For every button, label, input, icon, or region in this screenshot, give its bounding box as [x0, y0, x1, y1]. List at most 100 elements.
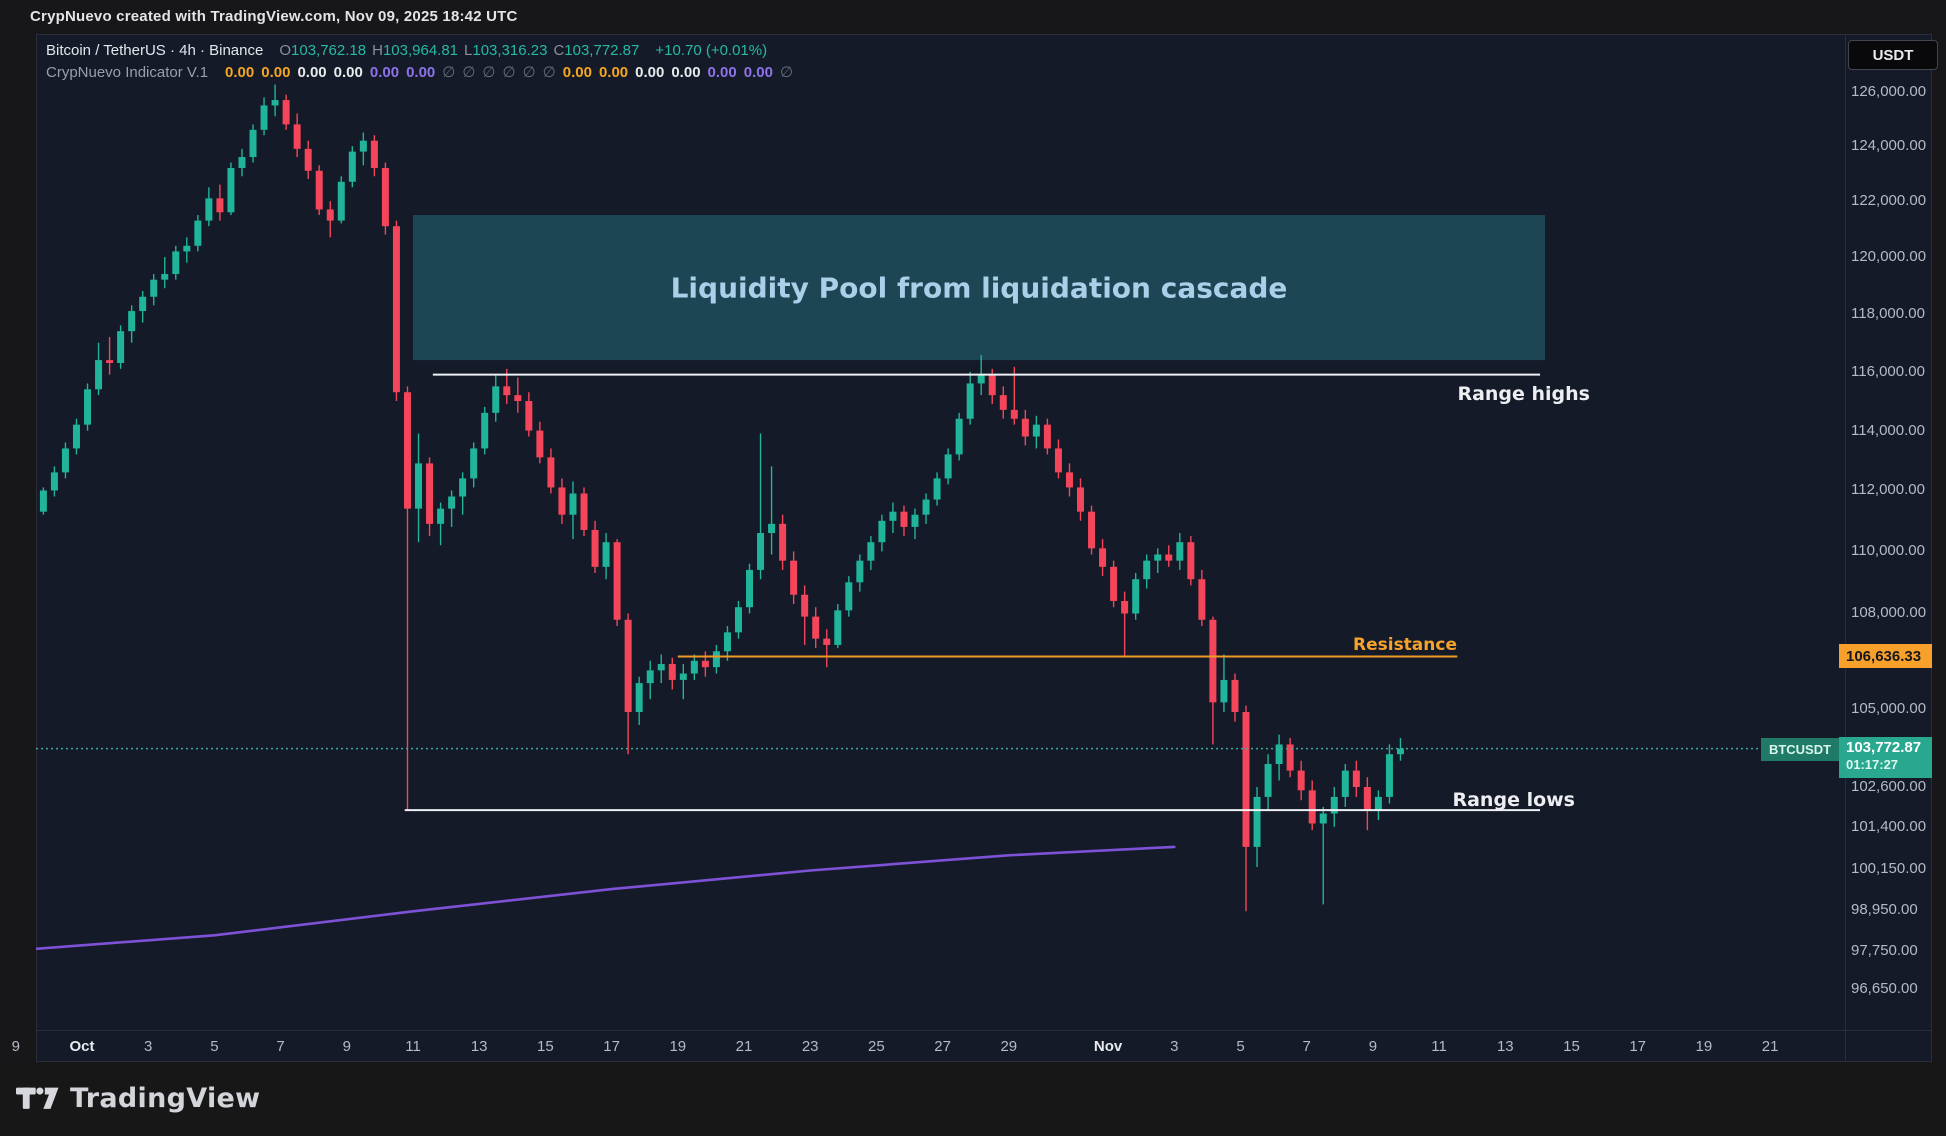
candle-body — [315, 170, 323, 210]
candle-body — [569, 493, 577, 515]
candle-body — [856, 560, 864, 583]
last-price-value: 103,772.87 — [1846, 738, 1922, 756]
candle-body — [50, 472, 58, 491]
candle-body — [128, 311, 136, 332]
candle-body — [1396, 748, 1404, 755]
candle-body — [624, 619, 632, 713]
time-tick: 17 — [1629, 1038, 1647, 1055]
indicator-value: 0.00 — [333, 64, 363, 81]
candle-body — [701, 660, 709, 668]
indicator-value: ∅ — [779, 64, 794, 81]
candle-body — [591, 529, 599, 567]
range-highs-label: Range highs — [1457, 382, 1590, 405]
candle-body — [117, 331, 125, 364]
time-tick: 13 — [470, 1038, 488, 1055]
candle-body — [183, 245, 191, 252]
indicator-value: 0.00 — [562, 64, 592, 81]
symbol-legend[interactable]: Bitcoin / TetherUS · 4h · Binance O103,7… — [46, 42, 767, 59]
candle-body — [977, 374, 985, 384]
price-tick: 97,750.00 — [1851, 941, 1918, 959]
candle-body — [966, 383, 974, 419]
last-price-symbol-tag: BTCUSDT — [1761, 737, 1839, 761]
tradingview-logo-text: TradingView — [70, 1083, 261, 1114]
time-tick: 7 — [276, 1038, 285, 1055]
currency-toggle-button[interactable]: USDT — [1848, 40, 1938, 70]
time-axis-separator — [36, 1030, 1932, 1031]
candle-body — [547, 457, 555, 488]
candle-body — [249, 129, 257, 158]
ohlc-value: 103,762.18 — [291, 42, 367, 59]
candle-body — [1198, 579, 1206, 620]
indicator-title: CrypNuevo Indicator V.1 — [46, 63, 209, 81]
candle-body — [867, 542, 875, 561]
ohlc-value: 103,772.87 — [564, 42, 640, 59]
candle-body — [922, 499, 930, 515]
ohlc-key: L — [464, 42, 473, 59]
indicator-value: 0.00 — [635, 64, 665, 81]
indicator-value: ∅ — [482, 64, 496, 81]
candle-body — [61, 448, 69, 473]
candle-body — [900, 511, 908, 527]
candle-body — [779, 523, 787, 561]
price-tick: 100,150.00 — [1851, 859, 1927, 877]
footer-bar — [0, 1062, 1946, 1136]
candle-body — [1220, 679, 1228, 703]
ohlc-key: H — [372, 42, 383, 59]
candle-body — [503, 386, 511, 396]
time-tick: 15 — [1563, 1038, 1580, 1055]
candle-body — [370, 140, 378, 169]
candle-body — [613, 542, 621, 620]
candle-body — [348, 151, 356, 182]
candle-body — [1187, 542, 1195, 580]
candle-body — [1352, 770, 1360, 788]
candle-body — [1154, 554, 1162, 561]
liquidity-pool-label: Liquidity Pool from liquidation cascade — [670, 271, 1288, 305]
price-change: +10.70 (+0.01%) — [655, 42, 768, 59]
symbol-title: Bitcoin / TetherUS · 4h · Binance — [46, 42, 264, 59]
candle-body — [757, 533, 765, 570]
time-tick: 29 — [1000, 1038, 1018, 1055]
indicator-value: 0.00 — [406, 64, 436, 81]
indicator-legend[interactable]: CrypNuevo Indicator V.1 0.00 0.00 0.00 0.00… — [46, 63, 794, 82]
candle-body — [1330, 796, 1338, 814]
indicator-value: ∅ — [502, 64, 516, 81]
candle-body — [580, 493, 588, 530]
indicator-value: 0.00 — [261, 64, 291, 81]
resistance-price-tag: 106,636.33 — [1839, 644, 1932, 669]
candle-body — [1065, 472, 1073, 488]
candle-body — [1385, 754, 1393, 797]
ohlc-key: C — [553, 42, 565, 59]
candle-body — [161, 274, 169, 280]
candle-body — [282, 100, 290, 125]
indicator-value: 0.00 — [297, 64, 327, 81]
candle-body — [1319, 813, 1327, 824]
candle-body — [768, 523, 776, 534]
candle-body — [1242, 712, 1250, 847]
tradingview-logo[interactable]: TradingView — [16, 1083, 260, 1114]
candle-body — [1363, 787, 1371, 811]
time-tick: 7 — [1302, 1038, 1311, 1055]
candle-body — [150, 279, 158, 297]
candle-body — [1121, 600, 1129, 614]
time-tick: 19 — [1695, 1038, 1713, 1055]
candle-body — [18, 506, 25, 521]
chart-panel[interactable] — [36, 34, 1932, 1062]
candle-body — [95, 360, 103, 390]
candle-body — [1176, 542, 1184, 561]
candle-body — [525, 401, 533, 431]
candle-body — [426, 463, 434, 524]
candle-body — [29, 512, 36, 521]
price-tick: 112,000.00 — [1851, 481, 1925, 499]
candle-body — [337, 181, 345, 221]
time-tick: Oct — [69, 1038, 95, 1055]
candle-body — [845, 582, 853, 611]
candle-body — [1165, 554, 1173, 561]
indicator-value: ∅ — [522, 64, 536, 81]
candle-body — [878, 520, 886, 543]
candle-body — [536, 430, 544, 458]
indicator-value: ∅ — [462, 64, 476, 81]
time-tick: 11 — [405, 1038, 421, 1055]
time-tick: 27 — [934, 1038, 951, 1055]
candle-body — [668, 663, 676, 680]
